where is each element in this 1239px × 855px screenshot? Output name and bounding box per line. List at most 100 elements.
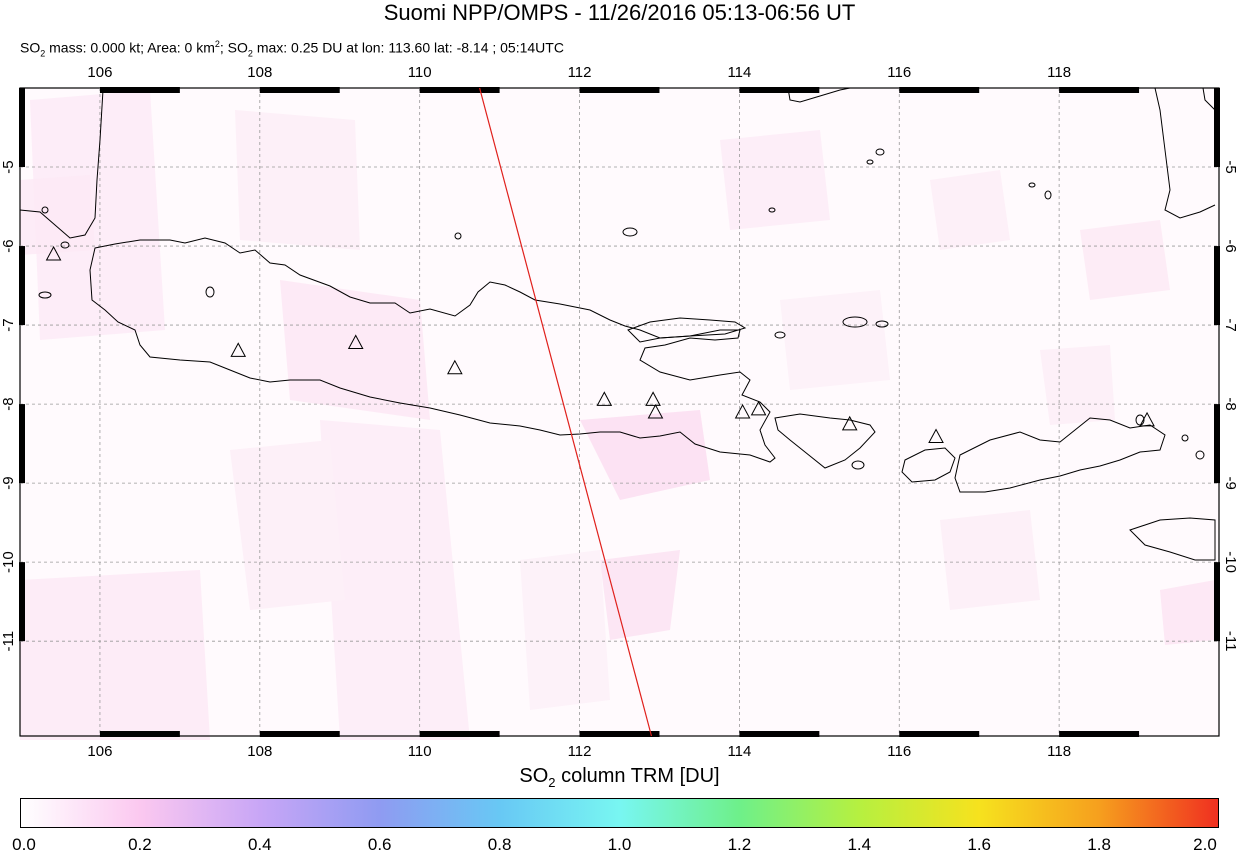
volcano-marker: [647, 403, 664, 419]
latitude-label-right: -8: [1222, 397, 1239, 410]
latitude-label-left: -10: [0, 551, 17, 573]
colorbar-tick-label: 1.0: [607, 835, 632, 854]
colorbar-tick-label: 0.8: [487, 835, 512, 854]
volcano-marker: [734, 403, 751, 419]
colorbar-title-text-2: column TRM [DU]: [555, 765, 720, 787]
colorbar-tick-label: 1.4: [847, 835, 872, 854]
colorbar-tick-label: 0.6: [367, 835, 392, 854]
border-bar-top: [739, 87, 820, 93]
colorbar-tick-label: 1.8: [1087, 835, 1111, 854]
colorbar-title-text-1: SO: [519, 765, 549, 787]
border-bar-left: [19, 246, 25, 326]
colorbar-title: SO2 column TRM [DU]: [0, 764, 1239, 795]
longitude-labels-bottom: 106 108 110 112 114 116 118: [87, 743, 1071, 760]
latitude-labels-left: -5 -6 -7 -8 -9 -10 -11: [0, 160, 17, 651]
longitude-label-bottom: 106: [87, 743, 112, 760]
volcano-markers: [45, 245, 1155, 443]
border-bar-top: [99, 87, 180, 93]
border-bar-top: [1059, 87, 1140, 93]
longitude-label-top: 110: [408, 64, 432, 81]
colorbar-tick-label: 2.0: [1193, 835, 1217, 854]
border-bar-bottom: [739, 731, 820, 737]
longitude-label-top: 114: [727, 64, 751, 81]
latitude-label-right: -7: [1222, 318, 1239, 331]
subtitle-sub-2: 2: [247, 48, 253, 59]
latitude-label-right: -11: [1222, 631, 1239, 652]
latitude-labels-right: -5 -6 -7 -8 -9 -10 -11: [1222, 160, 1239, 651]
subtitle-text-1: SO: [20, 39, 41, 56]
longitude-label-bottom: 118: [1047, 743, 1071, 760]
border-bar-bottom: [419, 731, 500, 737]
graticule: [20, 88, 1219, 736]
longitude-label-bottom: 108: [247, 743, 272, 760]
so2-pixels: [20, 88, 1219, 740]
latitude-label-left: -8: [0, 397, 17, 410]
subtitle-text-2: mass: 0.000 kt; Area: 0 km: [45, 39, 215, 56]
border-bar-bottom: [259, 731, 340, 737]
volcano-marker: [841, 415, 858, 431]
latitude-label-left: -7: [0, 318, 17, 331]
longitude-label-top: 112: [568, 64, 592, 81]
colorbar-tick-label: 0.0: [12, 835, 36, 854]
subtitle-text-4: max: 0.25 DU at lon: 113.60 lat: -8.14 ;…: [252, 39, 564, 56]
border-bar-left: [19, 88, 25, 168]
volcano-marker: [45, 245, 62, 261]
coastline-sulawesi-2: [1202, 87, 1216, 111]
colorbar-tick-label: 0.2: [128, 835, 152, 854]
volcano-marker: [928, 428, 944, 443]
border-bar-bottom: [1059, 731, 1140, 737]
border-bar-bottom: [579, 731, 660, 737]
border-bar-right: [1214, 562, 1220, 642]
longitude-label-top: 108: [247, 64, 272, 81]
page-title: Suomi NPP/OMPS - 11/26/2016 05:13-06:56 …: [383, 0, 856, 25]
border-bar-right: [1214, 404, 1220, 484]
border-bar-right: [1214, 88, 1220, 168]
border-bar-left: [19, 562, 25, 642]
longitude-label-top: 116: [887, 64, 911, 81]
subtitle-sub-1: 2: [40, 48, 46, 59]
latitude-label-left: -6: [0, 239, 17, 252]
volcano-marker: [750, 400, 767, 416]
colorbar: [20, 798, 1219, 828]
border-bar-top: [579, 87, 660, 93]
latitude-label-right: -6: [1222, 239, 1239, 252]
subtitle: SO2 mass: 0.000 kt; Area: 0 km2; SO2 max…: [20, 35, 564, 62]
colorbar-tick-label: 1.2: [727, 835, 752, 854]
volcano-marker: [347, 334, 364, 349]
longitude-label-top: 106: [87, 64, 112, 81]
border-bar-top: [899, 87, 980, 93]
volcano-marker: [645, 391, 661, 406]
coastline-lombok: [901, 447, 956, 483]
so2-map: 106 108 110 112 114 116 118 106 108 110 112 114 116…: [0, 64, 1239, 760]
longitude-labels-top: 106 108 110 112 114 116 118: [87, 64, 1071, 81]
map-border-ticks: [19, 87, 1220, 737]
longitude-label-bottom: 116: [887, 743, 911, 760]
latitude-label-right: -10: [1222, 551, 1239, 573]
subtitle-text-3: ; SO: [219, 39, 248, 56]
latitude-label-left: -5: [0, 160, 17, 173]
coastline-bali: [774, 413, 876, 469]
colorbar-tick-label: 0.4: [247, 835, 272, 854]
volcano-marker: [230, 342, 247, 357]
colorbar-tick-label: 1.6: [967, 835, 992, 854]
longitude-label-bottom: 114: [727, 743, 751, 760]
longitude-label-bottom: 112: [568, 743, 592, 760]
longitude-label-bottom: 110: [408, 743, 432, 760]
border-bar-top: [419, 87, 500, 93]
border-bar-bottom: [899, 731, 980, 737]
latitude-label-right: -9: [1222, 476, 1239, 489]
latitude-label-left: -11: [0, 631, 17, 652]
coastline-sulawesi: [1154, 87, 1216, 219]
border-bar-bottom: [99, 731, 180, 737]
colorbar-title-sub: 2: [548, 775, 556, 790]
volcano-marker: [447, 359, 463, 375]
border-bar-left: [19, 404, 25, 484]
volcano-marker: [596, 391, 613, 406]
coastline-sumatra: [19, 89, 104, 239]
coastline-java: [89, 237, 776, 463]
coastline-madura: [627, 317, 747, 343]
subtitle-sup-1: 2: [214, 39, 220, 49]
longitude-label-top: 118: [1047, 64, 1071, 81]
coastline-borneo: [787, 87, 851, 103]
coastline-sumbawa: [954, 417, 1166, 493]
